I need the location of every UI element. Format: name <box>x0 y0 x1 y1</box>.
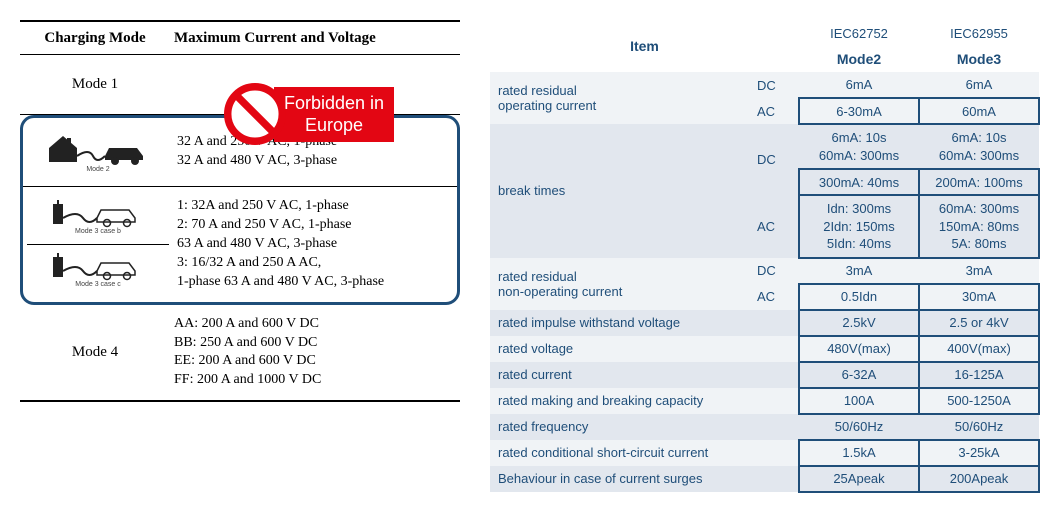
label-rroc: rated residual operating current <box>490 72 749 124</box>
label-rf: rated frequency <box>490 414 799 440</box>
row-rroc-dc: rated residual operating current DC 6mA … <box>490 72 1039 98</box>
rrnoc-dc-m2: 3mA <box>799 258 919 284</box>
hdr-mode3: Mode3 <box>919 46 1039 72</box>
forbidden-badge: Forbidden in Europe <box>274 87 394 142</box>
riwv-m2: 2.5kV <box>799 310 919 336</box>
label-break: break times <box>490 124 749 258</box>
house-car-icon <box>43 128 153 166</box>
spec-table: Item IEC62752 IEC62955 Mode2 Mode3 rated… <box>490 20 1040 493</box>
mode3-spec: 1: 32A and 250 V AC, 1-phase 2: 70 A and… <box>173 187 457 302</box>
hdr-item: Item <box>490 20 799 72</box>
rmbc-m2: 100A <box>799 388 919 414</box>
mode3b-caption: Mode 3 case b <box>75 228 121 235</box>
label-rc: rated current <box>490 362 799 388</box>
break-dc-top-m2: 6mA: 10s 60mA: 300ms <box>799 124 919 169</box>
hdr-mode2: Mode2 <box>799 46 919 72</box>
forbidden-label: Forbidden in Europe <box>284 93 384 135</box>
modes-header-mode: Charging Mode <box>20 21 170 55</box>
rrnoc-ac-m2: 0.5Idn <box>799 284 919 310</box>
row-rrnoc-dc: rated residual non-operating current DC … <box>490 258 1039 284</box>
rroc-dc: DC <box>749 72 799 98</box>
rrnoc-dc-m3: 3mA <box>919 258 1039 284</box>
mode4-spec: AA: 200 A and 600 V DC BB: 250 A and 600… <box>170 305 460 402</box>
hdr-std2: IEC62955 <box>919 20 1039 46</box>
mode3c-caption: Mode 3 case c <box>75 281 121 288</box>
charging-modes-panel: Charging Mode Maximum Current and Voltag… <box>20 20 460 493</box>
row-rmbc: rated making and breaking capacity 100A … <box>490 388 1039 414</box>
hdr-std1: IEC62752 <box>799 20 919 46</box>
mode3-row: Mode 3 case b <box>23 187 457 302</box>
mode3-icon-cell: Mode 3 case b <box>23 187 173 302</box>
mode4-label: Mode 4 <box>20 305 170 402</box>
row-bcs: Behaviour in case of current surges 25Ap… <box>490 466 1039 492</box>
mode2-icon-cell: Mode 2 <box>23 118 173 187</box>
break-dc-top-m3: 6mA: 10s 60mA: 300ms <box>919 124 1039 169</box>
rf-m2: 50/60Hz <box>799 414 919 440</box>
row-break-dc1: break times DC 6mA: 10s 60mA: 300ms 6mA:… <box>490 124 1039 169</box>
rroc-dc-m3: 6mA <box>919 72 1039 98</box>
rrnoc-ac: AC <box>749 284 799 310</box>
label-rrnoc: rated residual non-operating current <box>490 258 749 310</box>
label-bcs: Behaviour in case of current surges <box>490 466 799 492</box>
bcs-m3: 200Apeak <box>919 466 1039 492</box>
row-riwv: rated impulse withstand voltage 2.5kV 2.… <box>490 310 1039 336</box>
rmbc-m3: 500-1250A <box>919 388 1039 414</box>
rrnoc-dc: DC <box>749 258 799 284</box>
mode1-spec: Forbidden in Europe <box>170 55 460 115</box>
rroc-dc-m2: 6mA <box>799 72 919 98</box>
mode4-row: Mode 4 AA: 200 A and 600 V DC BB: 250 A … <box>20 305 460 402</box>
rv-m3: 400V(max) <box>919 336 1039 362</box>
modes-header-row: Charging Mode Maximum Current and Voltag… <box>20 21 460 55</box>
charging-modes-table: Charging Mode Maximum Current and Voltag… <box>20 20 460 402</box>
row-rf: rated frequency 50/60Hz 50/60Hz <box>490 414 1039 440</box>
break-ac-m2: Idn: 300ms 2Idn: 150ms 5Idn: 40ms <box>799 195 919 258</box>
break-dc: DC <box>749 124 799 195</box>
label-rcsc: rated conditional short-circuit current <box>490 440 799 466</box>
row-rcsc: rated conditional short-circuit current … <box>490 440 1039 466</box>
charger-car-icon-b <box>43 198 153 228</box>
modes-header-spec: Maximum Current and Voltage <box>170 21 460 55</box>
label-rmbc: rated making and breaking capacity <box>490 388 799 414</box>
bcs-m2: 25Apeak <box>799 466 919 492</box>
riwv-m3: 2.5 or 4kV <box>919 310 1039 336</box>
break-dc-bot-m3: 200mA: 100ms <box>919 169 1039 195</box>
charger-car-icon-c <box>43 251 153 281</box>
break-ac: AC <box>749 195 799 258</box>
spec-comparison-panel: Item IEC62752 IEC62955 Mode2 Mode3 rated… <box>490 20 1040 493</box>
rrnoc-ac-m3: 30mA <box>919 284 1039 310</box>
rroc-ac: AC <box>749 98 799 124</box>
spec-header-row1: Item IEC62752 IEC62955 <box>490 20 1039 46</box>
rroc-ac-m3: 60mA <box>919 98 1039 124</box>
mode1-row: Mode 1 Forbidden in Europe <box>20 55 460 115</box>
label-rv: rated voltage <box>490 336 799 362</box>
rc-m3: 16-125A <box>919 362 1039 388</box>
rc-m2: 6-32A <box>799 362 919 388</box>
break-dc-bot-m2: 300mA: 40ms <box>799 169 919 195</box>
rroc-ac-m2: 6-30mA <box>799 98 919 124</box>
no-entry-icon <box>224 83 286 145</box>
rcsc-m2: 1.5kA <box>799 440 919 466</box>
mode2-caption: Mode 2 <box>86 166 109 173</box>
rv-m2: 480V(max) <box>799 336 919 362</box>
row-rc: rated current 6-32A 16-125A <box>490 362 1039 388</box>
break-ac-m3: 60mA: 300ms 150mA: 80ms 5A: 80ms <box>919 195 1039 258</box>
row-rv: rated voltage 480V(max) 400V(max) <box>490 336 1039 362</box>
rcsc-m3: 3-25kA <box>919 440 1039 466</box>
page-container: Charging Mode Maximum Current and Voltag… <box>20 20 1021 493</box>
mode1-label: Mode 1 <box>20 55 170 115</box>
rf-m3: 50/60Hz <box>919 414 1039 440</box>
label-riwv: rated impulse withstand voltage <box>490 310 799 336</box>
mode3-divider <box>27 244 169 245</box>
